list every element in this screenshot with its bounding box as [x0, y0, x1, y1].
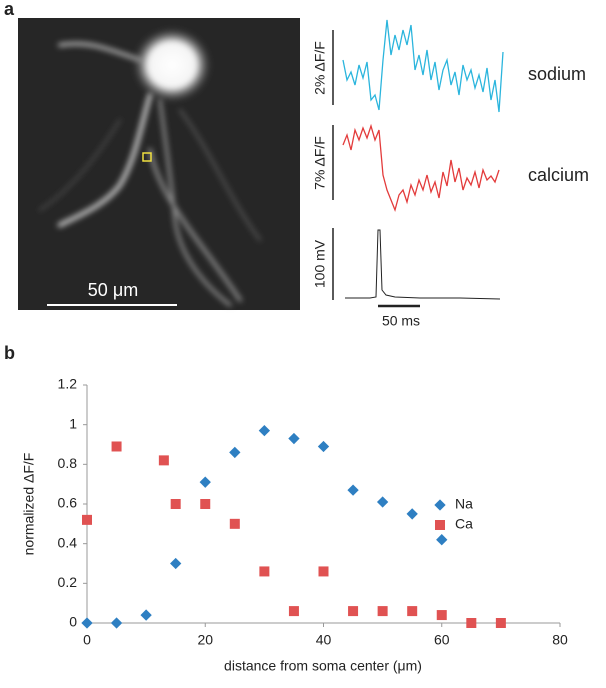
point	[348, 606, 359, 617]
point	[258, 424, 271, 437]
point	[288, 606, 299, 617]
point	[347, 484, 359, 496]
time-bar-label: 50 ms	[382, 313, 420, 329]
point	[436, 534, 448, 546]
legend-label: Ca	[455, 516, 473, 532]
legend-marker	[435, 520, 445, 530]
point	[495, 618, 506, 628]
point	[407, 606, 418, 617]
y-tick-label: 0	[69, 614, 77, 630]
y-tick-label: 1.2	[58, 376, 78, 392]
point	[158, 455, 169, 466]
y-tick-label: 0.4	[58, 534, 78, 550]
point	[229, 446, 241, 459]
scale-bar-label: 50 μm	[88, 280, 138, 300]
point	[288, 432, 300, 445]
y-tick-label: 0.8	[58, 455, 78, 471]
y-tick-label: 0.2	[58, 574, 78, 590]
point	[466, 618, 477, 628]
point	[229, 518, 240, 529]
x-tick-label: 0	[83, 632, 91, 648]
point	[377, 606, 388, 617]
panel-label: b	[4, 343, 15, 363]
traces	[332, 19, 504, 308]
x-tick-label: 80	[552, 632, 568, 648]
trace-name: calcium	[528, 165, 589, 185]
x-axis-title: distance from soma center (μm)	[224, 658, 422, 674]
x-tick-label: 20	[197, 632, 213, 648]
y-axis-title: normalized ΔF/F	[21, 453, 37, 556]
trace-name: sodium	[528, 64, 586, 84]
point	[436, 610, 447, 621]
point	[317, 440, 330, 453]
legend-marker	[434, 499, 446, 511]
micrograph	[18, 18, 300, 310]
trace-scale: 2% ΔF/F	[312, 41, 328, 95]
point	[170, 557, 182, 570]
point	[140, 609, 152, 621]
point	[111, 441, 122, 452]
point	[376, 496, 389, 508]
trace-scale: 7% ΔF/F	[312, 136, 328, 190]
point	[81, 617, 93, 629]
point	[406, 508, 418, 520]
y-tick-label: 1	[69, 415, 77, 431]
point	[170, 499, 181, 509]
point	[199, 476, 211, 488]
point	[200, 499, 211, 509]
trace-scale: 100 mV	[312, 239, 328, 288]
panel-label: a	[4, 0, 15, 19]
x-tick-label: 60	[434, 632, 450, 648]
point	[82, 514, 92, 525]
x-tick-label: 40	[316, 632, 332, 648]
point	[110, 617, 123, 629]
point	[318, 566, 329, 577]
y-tick-label: 0.6	[58, 495, 78, 511]
point	[259, 566, 270, 577]
legend-label: Na	[455, 496, 473, 512]
